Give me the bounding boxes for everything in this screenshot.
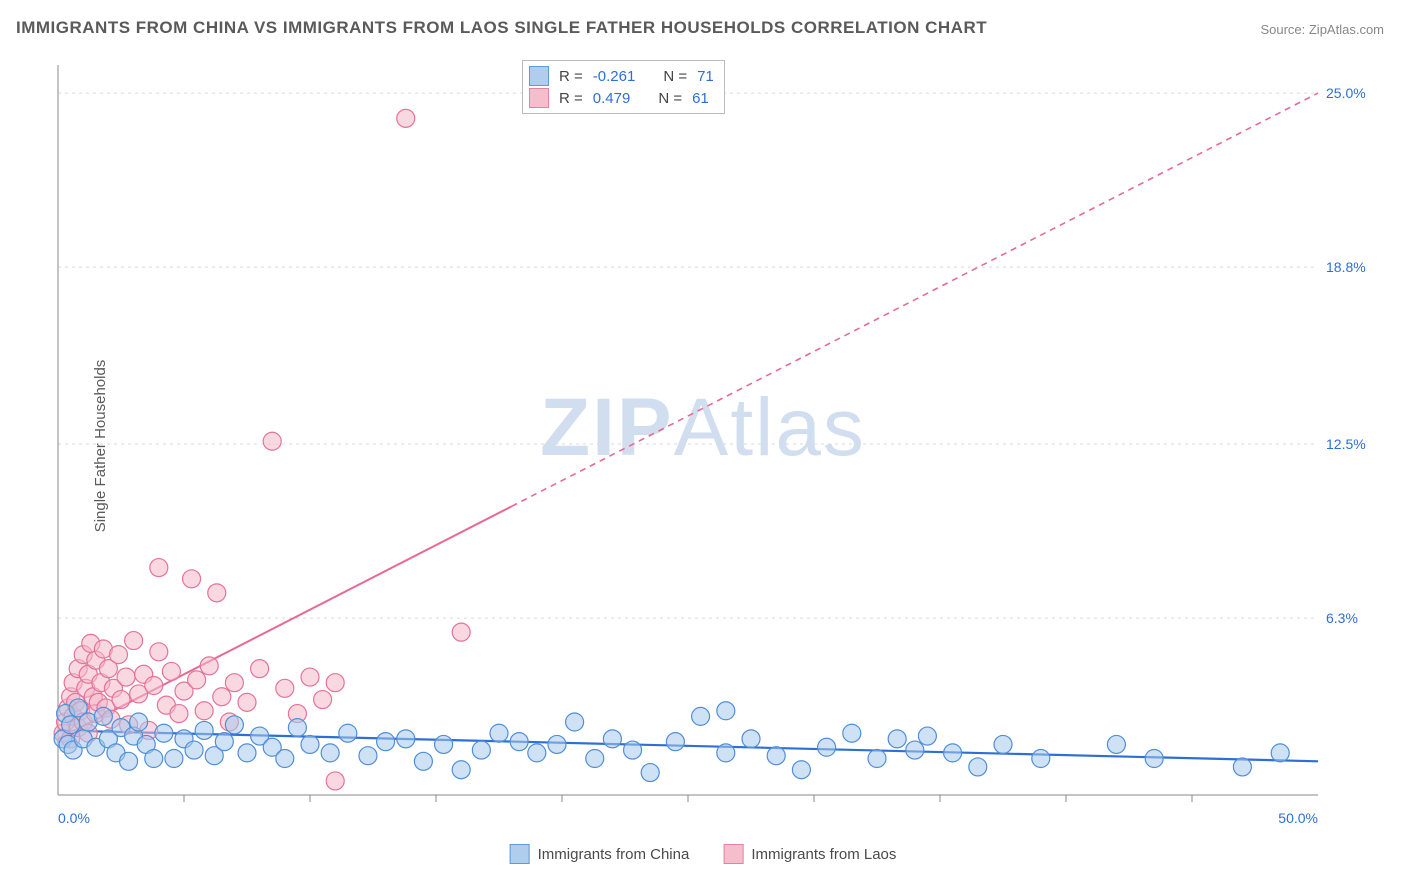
- r-prefix: R =: [559, 90, 583, 107]
- legend-label: Immigrants from China: [538, 846, 690, 863]
- svg-text:25.0%: 25.0%: [1326, 85, 1366, 101]
- legend-row-china: R = -0.261 N = 71: [529, 65, 714, 87]
- stats-legend: R = -0.261 N = 71 R = 0.479 N = 61: [522, 60, 725, 114]
- chart-title: IMMIGRANTS FROM CHINA VS IMMIGRANTS FROM…: [16, 18, 987, 38]
- scatter-chart: 6.3% 12.5% 18.8% 25.0% 0.0% 50.0%: [48, 55, 1388, 845]
- svg-text:12.5%: 12.5%: [1326, 436, 1366, 452]
- legend-row-laos: R = 0.479 N = 61: [529, 87, 714, 109]
- legend-label: Immigrants from Laos: [751, 846, 896, 863]
- r-prefix: R =: [559, 68, 583, 85]
- source-label: Source: ZipAtlas.com: [1260, 22, 1384, 37]
- swatch-china: [529, 66, 549, 86]
- svg-text:50.0%: 50.0%: [1278, 810, 1318, 826]
- n-value-laos: 61: [692, 90, 709, 107]
- r-value-china: -0.261: [593, 68, 636, 85]
- svg-text:0.0%: 0.0%: [58, 810, 90, 826]
- legend-item-laos: Immigrants from Laos: [723, 844, 896, 864]
- legend-item-china: Immigrants from China: [510, 844, 690, 864]
- svg-text:6.3%: 6.3%: [1326, 610, 1358, 626]
- swatch-china: [510, 844, 530, 864]
- svg-text:18.8%: 18.8%: [1326, 259, 1366, 275]
- r-value-laos: 0.479: [593, 90, 631, 107]
- swatch-laos: [723, 844, 743, 864]
- n-prefix: N =: [663, 68, 687, 85]
- series-legend: Immigrants from China Immigrants from La…: [510, 844, 897, 864]
- n-prefix: N =: [658, 90, 682, 107]
- swatch-laos: [529, 88, 549, 108]
- n-value-china: 71: [697, 68, 714, 85]
